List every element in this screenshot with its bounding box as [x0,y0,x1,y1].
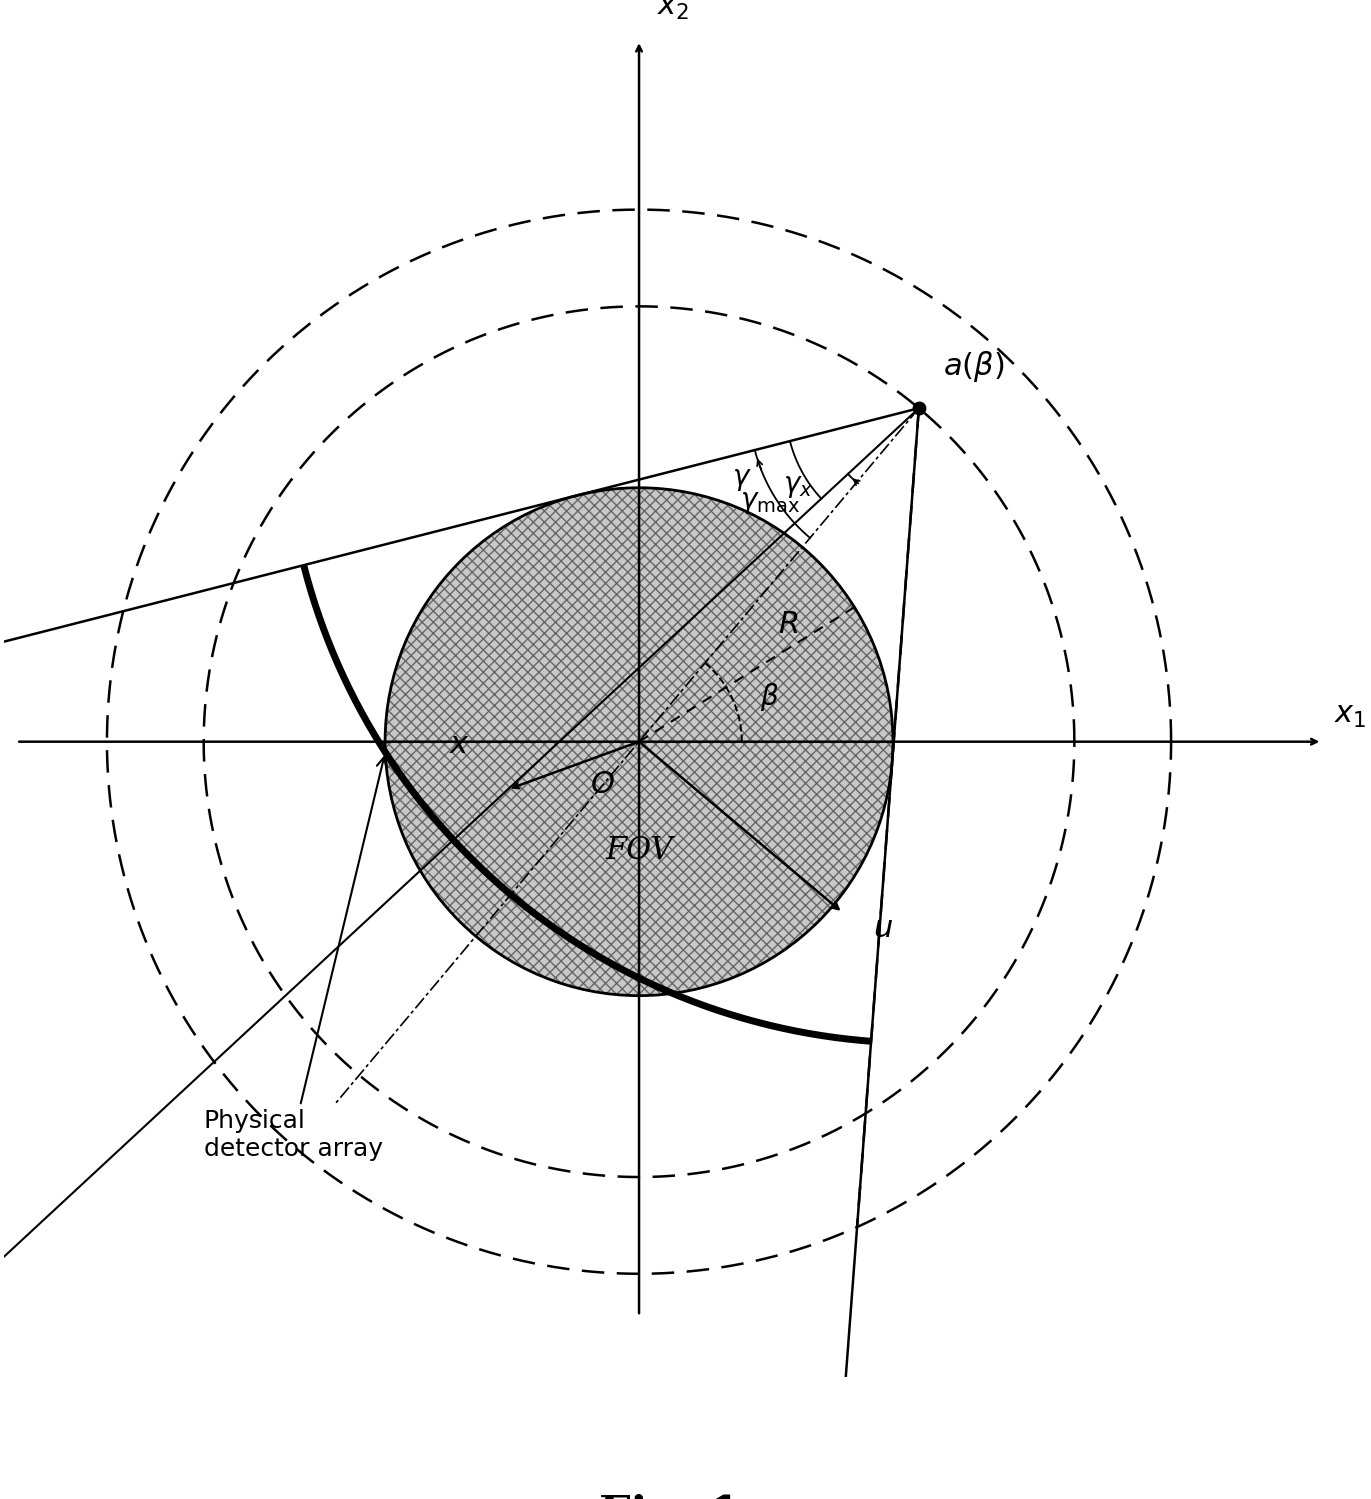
Text: $x$: $x$ [448,729,470,760]
Text: $\gamma_x$: $\gamma_x$ [783,474,813,501]
Text: $\gamma_{\rm max}$: $\gamma_{\rm max}$ [740,489,801,516]
Text: $\gamma$: $\gamma$ [732,466,751,493]
Text: $R$: $R$ [777,610,798,640]
Text: $x_1$: $x_1$ [1334,699,1367,730]
Text: Physical
detector array: Physical detector array [204,757,387,1160]
Text: $O$: $O$ [591,769,616,799]
Text: $a(\beta)$: $a(\beta)$ [943,349,1005,384]
Text: $u$: $u$ [873,913,893,944]
Text: $\beta$: $\beta$ [760,681,779,714]
Circle shape [385,487,893,995]
Text: $x_2$: $x_2$ [657,0,690,22]
Text: FOV: FOV [605,835,673,866]
Text: Fig. 1: Fig. 1 [599,1495,740,1499]
